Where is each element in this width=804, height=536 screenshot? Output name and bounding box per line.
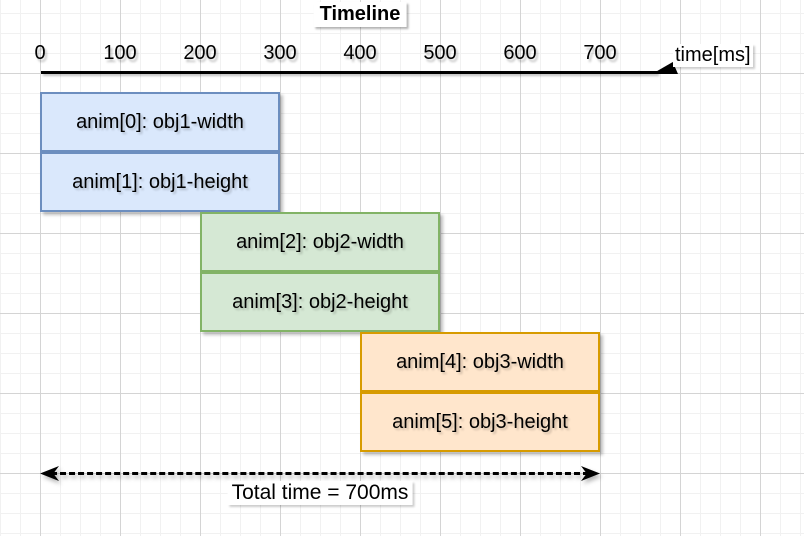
anim-bar-0: anim[0]: obj1-width <box>40 92 280 152</box>
diagram-title: Timeline <box>313 2 407 27</box>
anim-bar-4: anim[4]: obj3-width <box>360 332 600 392</box>
total-time-label: Total time = 700ms <box>227 481 413 505</box>
anim-bar-1: anim[1]: obj1-height <box>40 152 280 212</box>
axis-unit-label: time[ms] <box>673 44 753 67</box>
axis-tick-400: 400 <box>343 42 377 64</box>
total-time-arrow <box>40 466 600 481</box>
anim-bar-5: anim[5]: obj3-height <box>360 392 600 452</box>
axis-tick-500: 500 <box>423 42 457 64</box>
anim-bar-label: anim[0]: obj1-width <box>76 110 244 133</box>
axis-tick-200: 200 <box>183 42 217 64</box>
anim-bar-label: anim[3]: obj2-height <box>232 290 408 313</box>
time-axis-line <box>41 71 657 74</box>
anim-bar-label: anim[2]: obj2-width <box>236 230 404 253</box>
anim-bar-label: anim[1]: obj1-height <box>72 170 248 193</box>
anim-bar-label: anim[5]: obj3-height <box>392 410 568 433</box>
axis-tick-300: 300 <box>263 42 297 64</box>
axis-tick-0: 0 <box>34 42 46 64</box>
dashed-line <box>51 472 589 475</box>
anim-bar-label: anim[4]: obj3-width <box>396 350 564 373</box>
anim-bar-3: anim[3]: obj2-height <box>200 272 440 332</box>
anim-bar-2: anim[2]: obj2-width <box>200 212 440 272</box>
axis-tick-700: 700 <box>583 42 617 64</box>
axis-tick-100: 100 <box>103 42 137 64</box>
axis-tick-600: 600 <box>503 42 537 64</box>
